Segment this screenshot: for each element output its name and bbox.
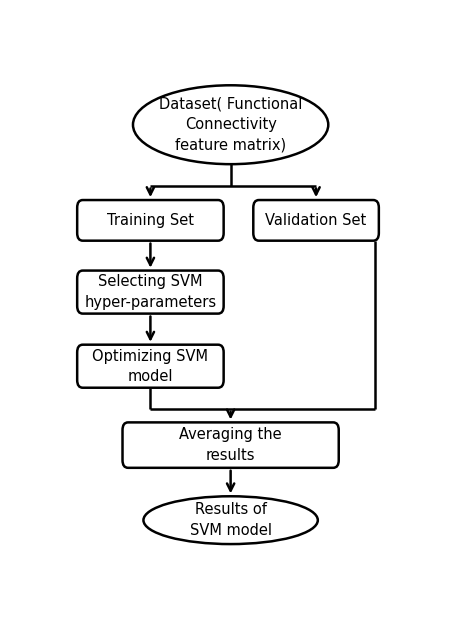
Text: Results of
SVM model: Results of SVM model — [189, 502, 272, 538]
Text: Training Set: Training Set — [107, 213, 194, 228]
Text: Validation Set: Validation Set — [266, 213, 367, 228]
FancyBboxPatch shape — [77, 200, 224, 241]
Text: Dataset( Functional
Connectivity
feature matrix): Dataset( Functional Connectivity feature… — [159, 97, 302, 153]
Text: Averaging the
results: Averaging the results — [179, 427, 282, 463]
FancyBboxPatch shape — [77, 271, 224, 314]
Ellipse shape — [144, 496, 318, 544]
Text: Selecting SVM
hyper-parameters: Selecting SVM hyper-parameters — [84, 274, 216, 310]
Ellipse shape — [133, 85, 328, 164]
FancyBboxPatch shape — [77, 345, 224, 388]
Text: Optimizing SVM
model: Optimizing SVM model — [92, 348, 208, 384]
FancyBboxPatch shape — [253, 200, 379, 241]
FancyBboxPatch shape — [122, 422, 339, 468]
